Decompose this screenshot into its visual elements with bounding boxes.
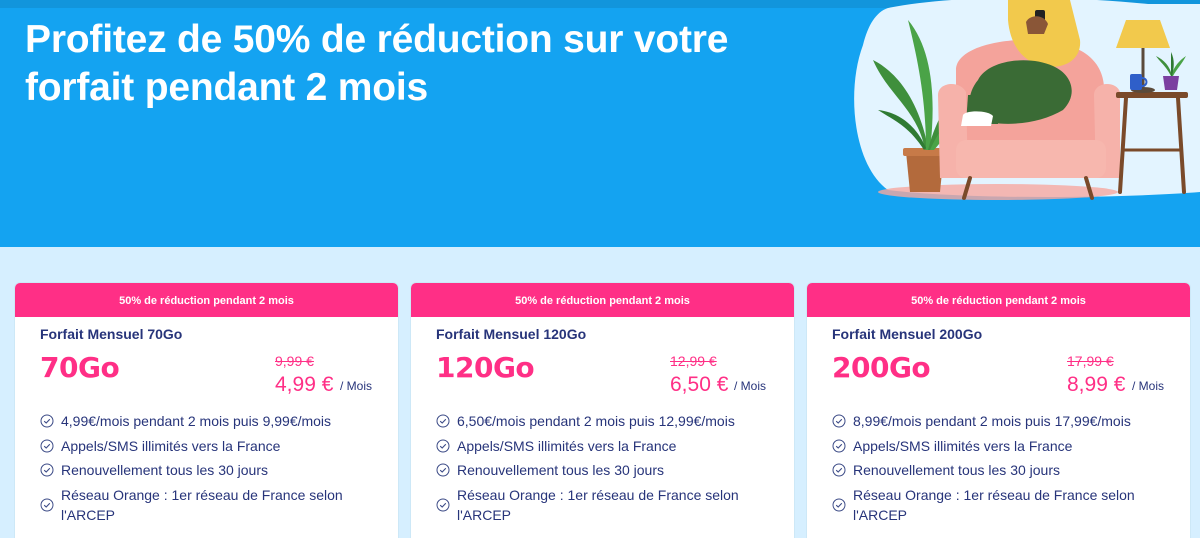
check-circle-icon xyxy=(436,498,450,511)
new-price: 4,99 € xyxy=(275,373,334,396)
plan-name: Forfait Mensuel 70Go xyxy=(40,326,183,342)
feature-text: Réseau Orange : 1er réseau de France sel… xyxy=(853,486,1135,524)
feature-item: Appels/SMS illimités vers la France xyxy=(832,436,1172,457)
feature-text: Renouvellement tous les 30 jours xyxy=(853,462,1061,478)
feature-text: 6,50€/mois pendant 2 mois puis 12,99€/mo… xyxy=(457,413,735,429)
check-circle-icon xyxy=(832,463,846,477)
feature-text: 8,99€/mois pendant 2 mois puis 17,99€/mo… xyxy=(853,413,1131,429)
plan-card-120go[interactable]: 50% de réduction pendant 2 mois Forfait … xyxy=(411,283,794,538)
plan-data-amount: 70Go xyxy=(40,351,120,384)
check-circle-icon xyxy=(40,414,54,428)
check-circle-icon xyxy=(436,439,450,452)
feature-text: Renouvellement tous les 30 jours xyxy=(61,462,269,478)
new-price: 6,50 € xyxy=(670,373,729,396)
check-circle-icon xyxy=(436,414,450,428)
plan-data-amount: 200Go xyxy=(832,351,931,384)
feature-item: 4,99€/mois pendant 2 mois puis 9,99€/moi… xyxy=(40,411,380,432)
feature-text: Réseau Orange : 1er réseau de France sel… xyxy=(457,486,739,524)
hero-title-line1: Profitez de 50% de réduction sur votre xyxy=(25,18,729,61)
discount-banner: 50% de réduction pendant 2 mois xyxy=(807,283,1190,317)
woman-figure xyxy=(961,0,1081,126)
feature-item: 6,50€/mois pendant 2 mois puis 12,99€/mo… xyxy=(436,411,776,432)
feature-text: Réseau Orange : 1er réseau de France sel… xyxy=(61,486,343,524)
feature-text: Appels/SMS illimités vers la France xyxy=(853,437,1073,454)
check-circle-icon xyxy=(832,439,846,452)
mug-icon xyxy=(1130,74,1148,90)
hero-title: Profitez de 50% de réduction sur votre f… xyxy=(25,16,805,112)
feature-item: Réseau Orange : 1er réseau de France sel… xyxy=(40,485,380,526)
feature-item: Appels/SMS illimités vers la France xyxy=(436,436,776,457)
feature-item: Renouvellement tous les 30 jours xyxy=(436,460,776,481)
lamp-icon xyxy=(1116,20,1170,93)
check-circle-icon xyxy=(40,498,54,511)
check-circle-icon xyxy=(436,463,450,477)
old-price: 17,99 € xyxy=(1067,353,1114,369)
feature-item: Renouvellement tous les 30 jours xyxy=(832,460,1172,481)
discount-banner: 50% de réduction pendant 2 mois xyxy=(15,283,398,317)
plant-pot xyxy=(906,152,944,192)
old-price: 9,99 € xyxy=(275,353,314,369)
plan-name: Forfait Mensuel 120Go xyxy=(436,326,587,342)
check-circle-icon xyxy=(40,463,54,477)
discount-banner: 50% de réduction pendant 2 mois xyxy=(411,283,794,317)
feature-text: Renouvellement tous les 30 jours xyxy=(457,462,665,478)
hero-top-stripe xyxy=(0,0,1200,8)
plan-card-70go[interactable]: 50% de réduction pendant 2 mois Forfait … xyxy=(15,283,398,538)
small-plant-icon xyxy=(1156,52,1186,90)
plan-name: Forfait Mensuel 200Go xyxy=(832,326,983,342)
plan-data-amount: 120Go xyxy=(436,351,535,384)
feature-item: Renouvellement tous les 30 jours xyxy=(40,460,380,481)
price-period: / Mois xyxy=(1132,379,1165,393)
new-price: 8,99 € xyxy=(1067,373,1126,396)
plan-card-200go[interactable]: 50% de réduction pendant 2 mois Forfait … xyxy=(807,283,1190,538)
feature-item: Réseau Orange : 1er réseau de France sel… xyxy=(832,485,1172,526)
price-period: / Mois xyxy=(340,379,373,393)
feature-text: Appels/SMS illimités vers la France xyxy=(457,437,677,454)
price-period: / Mois xyxy=(734,379,767,393)
feature-list: 4,99€/mois pendant 2 mois puis 9,99€/moi… xyxy=(40,411,380,530)
check-circle-icon xyxy=(40,439,54,452)
feature-text: 4,99€/mois pendant 2 mois puis 9,99€/moi… xyxy=(61,413,332,429)
feature-text: Appels/SMS illimités vers la France xyxy=(61,437,281,454)
feature-item: Appels/SMS illimités vers la France xyxy=(40,436,380,457)
feature-list: 6,50€/mois pendant 2 mois puis 12,99€/mo… xyxy=(436,411,776,530)
feature-item: 8,99€/mois pendant 2 mois puis 17,99€/mo… xyxy=(832,411,1172,432)
hero-illustration xyxy=(854,0,1200,200)
feature-list: 8,99€/mois pendant 2 mois puis 17,99€/mo… xyxy=(832,411,1172,530)
check-circle-icon xyxy=(832,414,846,428)
hero-banner: Profitez de 50% de réduction sur votre f… xyxy=(0,0,1200,247)
side-table-icon xyxy=(1116,92,1188,194)
check-circle-icon xyxy=(832,498,846,511)
plan-cards: 50% de réduction pendant 2 mois Forfait … xyxy=(15,283,1190,538)
feature-item: Réseau Orange : 1er réseau de France sel… xyxy=(436,485,776,526)
hero-title-line2: forfait pendant 2 mois xyxy=(25,66,428,109)
old-price: 12,99 € xyxy=(670,353,717,369)
